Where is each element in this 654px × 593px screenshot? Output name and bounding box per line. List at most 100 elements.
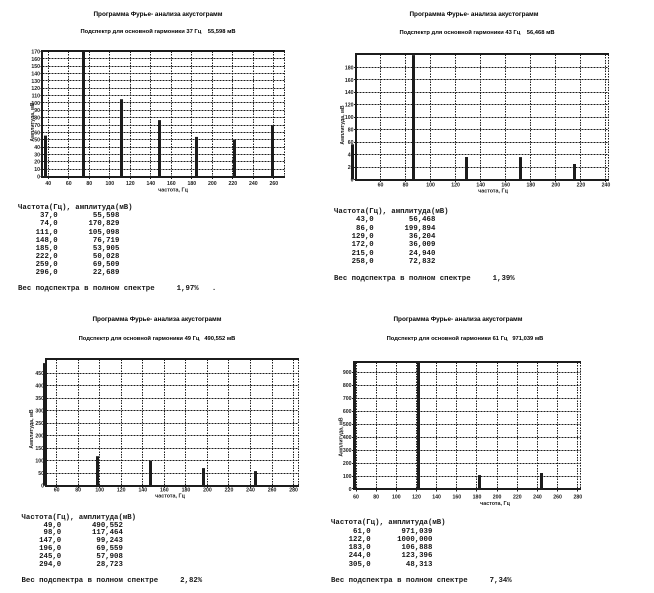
svg-text:110: 110 [32, 94, 40, 100]
svg-text:Амплитуда, мВ: Амплитуда, мВ [29, 409, 35, 449]
svg-text:10: 10 [34, 167, 40, 173]
svg-text:Амплитуда, мВ: Амплитуда, мВ [30, 102, 36, 142]
svg-text:280: 280 [289, 487, 298, 493]
svg-text:0: 0 [349, 487, 352, 493]
svg-text:400: 400 [343, 435, 352, 441]
svg-text:40: 40 [348, 153, 354, 159]
svg-text:160: 160 [345, 78, 354, 84]
svg-text:70: 70 [34, 123, 40, 129]
svg-text:100: 100 [35, 458, 44, 464]
svg-text:20: 20 [348, 165, 354, 171]
svg-text:80: 80 [86, 181, 92, 187]
svg-text:частота, Гц: частота, Гц [155, 494, 186, 500]
svg-text:240: 240 [246, 487, 255, 493]
svg-text:100: 100 [426, 183, 435, 189]
svg-text:160: 160 [31, 57, 40, 63]
svg-text:140: 140 [476, 183, 485, 189]
svg-text:200: 200 [203, 487, 212, 493]
svg-text:80: 80 [348, 128, 354, 134]
svg-text:90: 90 [34, 108, 40, 114]
svg-text:220: 220 [228, 181, 237, 187]
svg-text:100: 100 [31, 101, 40, 107]
svg-text:150: 150 [35, 446, 44, 452]
svg-text:250: 250 [35, 421, 44, 427]
svg-text:160: 160 [501, 183, 510, 189]
svg-text:80: 80 [403, 183, 409, 189]
svg-text:60: 60 [66, 181, 72, 187]
svg-text:80: 80 [373, 495, 379, 501]
svg-text:40: 40 [45, 181, 51, 187]
svg-text:60: 60 [378, 183, 384, 189]
svg-text:20: 20 [34, 160, 40, 166]
svg-text:120: 120 [451, 183, 460, 189]
svg-text:260: 260 [553, 495, 562, 501]
svg-text:180: 180 [526, 183, 535, 189]
svg-text:350: 350 [35, 396, 44, 402]
svg-text:100: 100 [345, 115, 354, 121]
svg-text:280: 280 [573, 495, 582, 501]
svg-text:100: 100 [343, 474, 352, 480]
svg-text:120: 120 [345, 103, 354, 109]
svg-text:240: 240 [249, 181, 258, 187]
svg-text:100: 100 [105, 181, 114, 187]
svg-text:180: 180 [187, 181, 196, 187]
svg-text:500: 500 [343, 422, 352, 428]
svg-text:Амплитуда, мВ: Амплитуда, мВ [340, 105, 346, 145]
svg-text:140: 140 [31, 72, 40, 78]
svg-text:100: 100 [392, 495, 401, 501]
svg-text:частота, Гц: частота, Гц [478, 189, 509, 195]
svg-text:150: 150 [31, 64, 40, 70]
svg-text:700: 700 [343, 396, 352, 402]
svg-text:0: 0 [37, 174, 40, 180]
svg-text:120: 120 [31, 86, 40, 92]
svg-text:260: 260 [269, 181, 278, 187]
svg-text:300: 300 [35, 409, 44, 415]
svg-text:200: 200 [343, 461, 352, 467]
svg-text:260: 260 [268, 487, 277, 493]
svg-text:220: 220 [225, 487, 234, 493]
svg-text:170: 170 [31, 49, 40, 55]
svg-text:140: 140 [146, 181, 155, 187]
svg-text:160: 160 [160, 487, 169, 493]
svg-text:0: 0 [41, 483, 44, 489]
svg-text:50: 50 [38, 471, 44, 477]
svg-text:60: 60 [348, 140, 354, 146]
svg-text:частота, Гц: частота, Гц [158, 188, 189, 194]
svg-text:400: 400 [35, 384, 44, 390]
svg-text:160: 160 [452, 495, 461, 501]
svg-text:30: 30 [34, 152, 40, 158]
svg-text:140: 140 [345, 90, 354, 96]
svg-text:200: 200 [208, 181, 217, 187]
svg-text:180: 180 [182, 487, 191, 493]
svg-text:0: 0 [351, 177, 354, 183]
svg-text:60: 60 [54, 487, 60, 493]
svg-text:частота, Гц: частота, Гц [480, 501, 511, 507]
svg-text:600: 600 [343, 409, 352, 415]
svg-text:80: 80 [34, 116, 40, 122]
svg-text:800: 800 [343, 383, 352, 389]
svg-text:Амплитуда, мВ: Амплитуда, мВ [339, 417, 345, 457]
svg-text:60: 60 [34, 130, 40, 136]
svg-text:240: 240 [602, 183, 611, 189]
svg-text:80: 80 [75, 487, 81, 493]
svg-text:220: 220 [577, 183, 586, 189]
svg-text:50: 50 [34, 138, 40, 144]
svg-text:60: 60 [353, 495, 359, 501]
svg-text:200: 200 [493, 495, 502, 501]
svg-text:220: 220 [513, 495, 522, 501]
svg-text:200: 200 [35, 434, 44, 440]
svg-text:450: 450 [35, 371, 44, 377]
svg-text:140: 140 [138, 487, 147, 493]
svg-text:300: 300 [343, 448, 352, 454]
svg-text:180: 180 [473, 495, 482, 501]
svg-text:240: 240 [533, 495, 542, 501]
svg-text:40: 40 [34, 145, 40, 151]
svg-text:120: 120 [412, 495, 421, 501]
svg-text:120: 120 [117, 487, 126, 493]
svg-text:120: 120 [126, 181, 135, 187]
svg-text:140: 140 [432, 495, 441, 501]
svg-text:200: 200 [551, 183, 560, 189]
svg-text:160: 160 [167, 181, 176, 187]
svg-text:100: 100 [95, 487, 104, 493]
svg-text:180: 180 [345, 65, 354, 71]
